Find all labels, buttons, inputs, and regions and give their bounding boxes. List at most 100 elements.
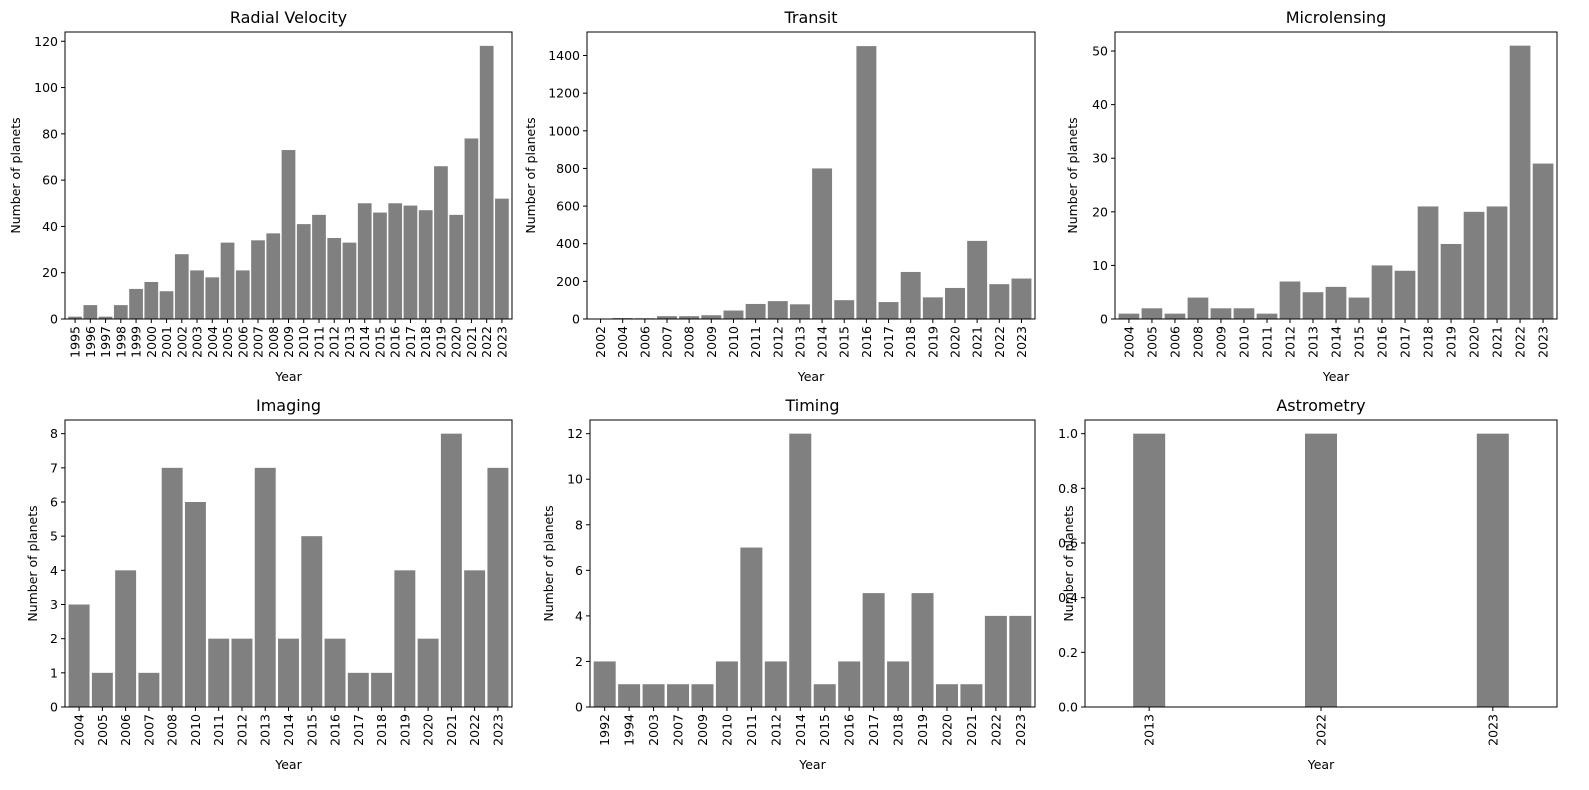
bar-2014 (357, 203, 372, 319)
x-tick-label: 2017 (403, 326, 418, 358)
y-tick-label: 120 (34, 34, 58, 49)
chart-title: Imaging (256, 396, 321, 415)
bar-2006 (115, 570, 137, 707)
bar-2017 (403, 205, 418, 319)
y-tick-label: 0 (50, 700, 58, 715)
x-tick-label: 2011 (748, 326, 763, 358)
x-tick-label: 2001 (159, 326, 174, 358)
bar-1997 (98, 316, 113, 319)
bar-1999 (129, 288, 143, 319)
x-tick-label: 2007 (660, 326, 675, 358)
x-tick-label: 1995 (68, 326, 83, 358)
x-tick-label: 2023 (1485, 714, 1500, 746)
x-tick-label: 2007 (251, 326, 266, 358)
x-tick-label: 2006 (1167, 326, 1182, 358)
bar-2015 (373, 212, 387, 319)
bar-2012 (767, 301, 788, 319)
x-tick-label: 1997 (98, 326, 113, 358)
bar-2018 (900, 271, 921, 319)
x-tick-label: 2008 (1190, 326, 1205, 358)
x-tick-label: 2014 (793, 714, 808, 746)
bar-2008 (161, 467, 183, 707)
x-tick-label: 2018 (374, 714, 389, 746)
bar-2023 (1009, 615, 1032, 707)
y-tick-label: 0 (1100, 312, 1108, 327)
x-tick-label: 2016 (1375, 326, 1390, 358)
x-axis-label: Year (274, 757, 302, 772)
subplot-timing: 0 2 4 6 8 10 12 1992 1994 2003 2007 2009 2010 2011 201… (541, 396, 1036, 772)
x-tick-label: 2011 (311, 326, 326, 358)
bar-2020 (945, 287, 965, 319)
bar-2015 (813, 684, 836, 707)
bar-2016 (838, 661, 861, 707)
y-tick-label: 0.6 (1058, 536, 1078, 551)
y-axis-label: Number of planets (541, 505, 556, 621)
chart-title: Astrometry (1276, 396, 1365, 415)
bar-2023 (1532, 163, 1554, 319)
x-tick-label: 2003 (190, 326, 205, 358)
x-tick-label: 2019 (915, 714, 930, 746)
bar-2022 (464, 570, 486, 707)
chart-title: Microlensing (1286, 8, 1387, 27)
x-tick-label: 2005 (95, 714, 110, 746)
x-tick-label: 2019 (1444, 326, 1459, 358)
y-tick-label: 0.0 (1058, 700, 1078, 715)
bar-2017 (862, 593, 885, 707)
x-tick-label: 2019 (397, 714, 412, 746)
bar-1998 (113, 305, 128, 319)
bar-2021 (1486, 206, 1508, 319)
y-tick-label: 6 (50, 495, 58, 510)
x-tick-label: 2016 (859, 326, 874, 358)
x-tick-label: 2016 (842, 714, 857, 746)
bar-2023 (1476, 433, 1509, 707)
x-tick-label: 2023 (494, 326, 509, 358)
bar-2004 (1118, 313, 1140, 319)
y-tick-label: 0 (575, 700, 583, 715)
chart-title: Transit (784, 8, 838, 27)
bar-2005 (1141, 308, 1163, 319)
x-tick-label: 2017 (351, 714, 366, 746)
plot-frame (586, 31, 1036, 320)
bar-2020 (935, 684, 958, 707)
subplot-microlensing: 0 10 20 30 40 50 2004 2005 2006 2008 2009 2010 2011 2… (1065, 8, 1558, 384)
bar-2010 (1233, 308, 1255, 319)
x-tick-label: 2013 (792, 326, 807, 358)
chart-title: Timing (784, 396, 839, 415)
bar-2016 (856, 46, 877, 320)
y-tick-label: 1200 (548, 86, 580, 101)
bar-2017 (347, 672, 369, 707)
bar-2015 (834, 300, 855, 319)
bar-2009 (1210, 308, 1232, 319)
bar-2013 (789, 304, 810, 319)
x-tick-label: 2004 (72, 714, 87, 746)
x-tick-label: 2023 (490, 714, 505, 746)
y-tick-label: 10 (567, 472, 583, 487)
y-tick-label: 6 (575, 563, 583, 578)
x-tick-label: 2010 (296, 326, 311, 358)
x-tick-label: 2015 (837, 326, 852, 358)
plot-frame (64, 31, 513, 320)
y-tick-label: 8 (575, 517, 583, 532)
y-tick-label: 12 (567, 426, 583, 441)
y-axis-label: Number of planets (8, 117, 23, 233)
x-tick-label: 1998 (113, 326, 128, 358)
x-tick-label: 2013 (258, 714, 273, 746)
bar-2014 (278, 638, 299, 707)
bar-2006 (235, 270, 250, 319)
y-axis-label: Number of planets (1061, 505, 1076, 621)
bar-2008 (679, 316, 700, 319)
bar-2007 (657, 316, 677, 319)
y-tick-label: 0 (572, 312, 580, 327)
bar-2011 (740, 547, 763, 707)
bar-2022 (479, 45, 494, 320)
subplot-transit: 0 200 400 600 800 1000 1200 1400 2002 2004 2006 200… (523, 8, 1036, 384)
x-tick-label: 2021 (964, 714, 979, 746)
bar-2009 (281, 150, 296, 319)
y-tick-label: 0.8 (1058, 481, 1078, 496)
x-tick-label: 2014 (815, 326, 830, 358)
y-tick-label: 800 (556, 161, 580, 176)
bar-2016 (1371, 265, 1393, 319)
y-tick-label: 400 (556, 236, 580, 251)
x-tick-label: 2015 (304, 714, 319, 746)
x-tick-label: 2010 (719, 714, 734, 746)
